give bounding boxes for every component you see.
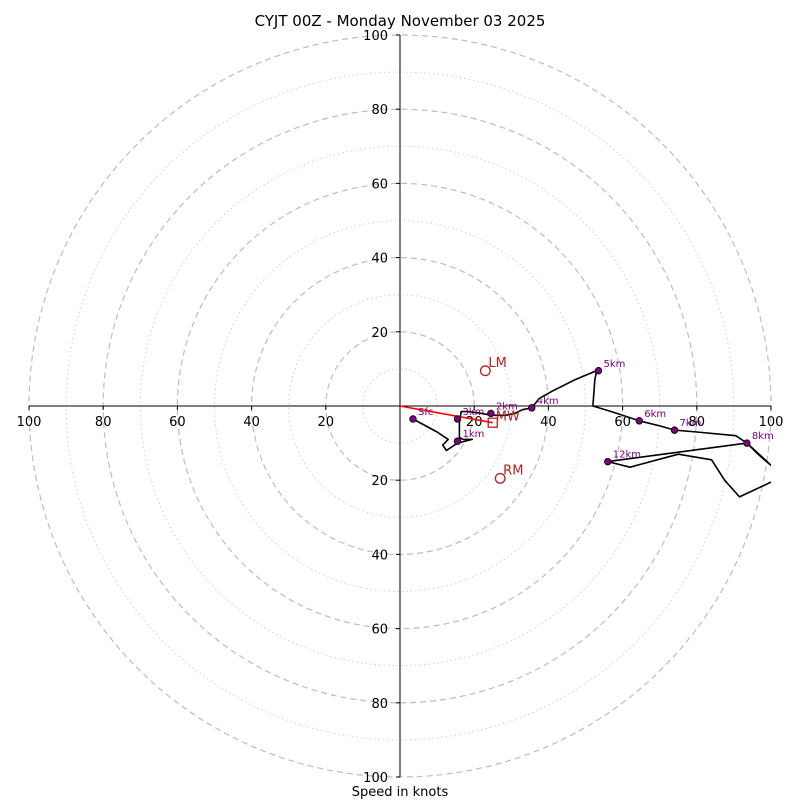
x-tick-label: 40 [540, 415, 557, 430]
y-tick-label: 20 [371, 474, 388, 489]
height-dot [743, 439, 751, 447]
motion-circle [479, 365, 491, 377]
x-tick-label: 40 [243, 415, 260, 430]
y-tick-label: 80 [371, 103, 388, 118]
height-marker-12km: 12km [604, 450, 641, 466]
height-dot [670, 426, 679, 434]
motion-label: RM [503, 463, 523, 478]
y-tick-label: 40 [371, 252, 388, 267]
x-tick-label: 80 [689, 415, 706, 430]
motion-square [487, 417, 498, 428]
height-label: 7km [680, 418, 702, 429]
height-label: 2km [496, 401, 518, 412]
height-dot [453, 437, 462, 445]
height-markers: Sfc 1km 2km 3km 4km 5km 6km 7km 8km 12km [409, 359, 774, 466]
x-tick-label: 60 [169, 415, 186, 430]
height-marker-6km: 6km [635, 409, 666, 425]
y-tick-label: 60 [371, 623, 388, 638]
motion-label: LM [488, 356, 506, 371]
hodograph-trace-layer [412, 370, 771, 498]
storm-motion-mw: MW [487, 410, 520, 428]
y-tick-label: 20 [371, 326, 388, 341]
axis-ticks: 2020202040404040606060608080808010010010… [17, 29, 784, 786]
motion-label: MW [496, 410, 520, 425]
height-dot [635, 417, 643, 425]
height-label: 1km [463, 429, 485, 440]
height-label: 12km [613, 450, 641, 461]
y-tick-label: 40 [371, 548, 388, 563]
height-dot [453, 415, 462, 423]
height-label: 6km [644, 409, 666, 420]
storm-motion-lm: LM [479, 356, 507, 377]
height-label: 4km [537, 396, 559, 407]
height-marker-5km: 5km [594, 359, 625, 375]
x-tick-label: 100 [759, 415, 784, 430]
y-tick-label: 100 [363, 771, 388, 786]
y-tick-label: 80 [371, 697, 388, 712]
x-tick-label: 80 [95, 415, 112, 430]
height-dot [604, 457, 612, 466]
height-label: 3km [463, 407, 485, 418]
height-dot [528, 404, 536, 412]
x-tick-label: 20 [318, 415, 335, 430]
height-marker-2km: 2km [487, 401, 518, 418]
y-tick-label: 100 [363, 29, 388, 44]
shear-vector-line [399, 405, 493, 424]
x-tick-label: 60 [614, 415, 631, 430]
motion-circle [494, 472, 506, 484]
x-tick-label: 100 [17, 415, 42, 430]
y-tick-label: 60 [371, 177, 388, 192]
height-label: Sfc [418, 407, 433, 418]
height-marker-4km: 4km [528, 396, 559, 412]
height-marker-3km: 3km [453, 407, 485, 423]
height-dot [594, 367, 603, 375]
x-axis-label: Speed in knots [352, 785, 449, 800]
height-marker-sfc: Sfc [409, 407, 433, 423]
height-label: 8km [752, 431, 774, 442]
hodograph-trace [412, 370, 771, 498]
height-dot [409, 415, 417, 423]
height-dot [487, 409, 495, 418]
height-marker-8km: 8km [743, 431, 774, 447]
height-marker-7km: 7km [670, 418, 702, 434]
storm-motion-markers: LM RM MW [479, 356, 523, 484]
height-marker-1km: 1km [453, 429, 485, 445]
height-label: 5km [603, 359, 625, 370]
chart-title: CYJT 00Z - Monday November 03 2025 [255, 12, 546, 30]
shear-layer [399, 405, 493, 424]
storm-motion-rm: RM [494, 463, 523, 484]
